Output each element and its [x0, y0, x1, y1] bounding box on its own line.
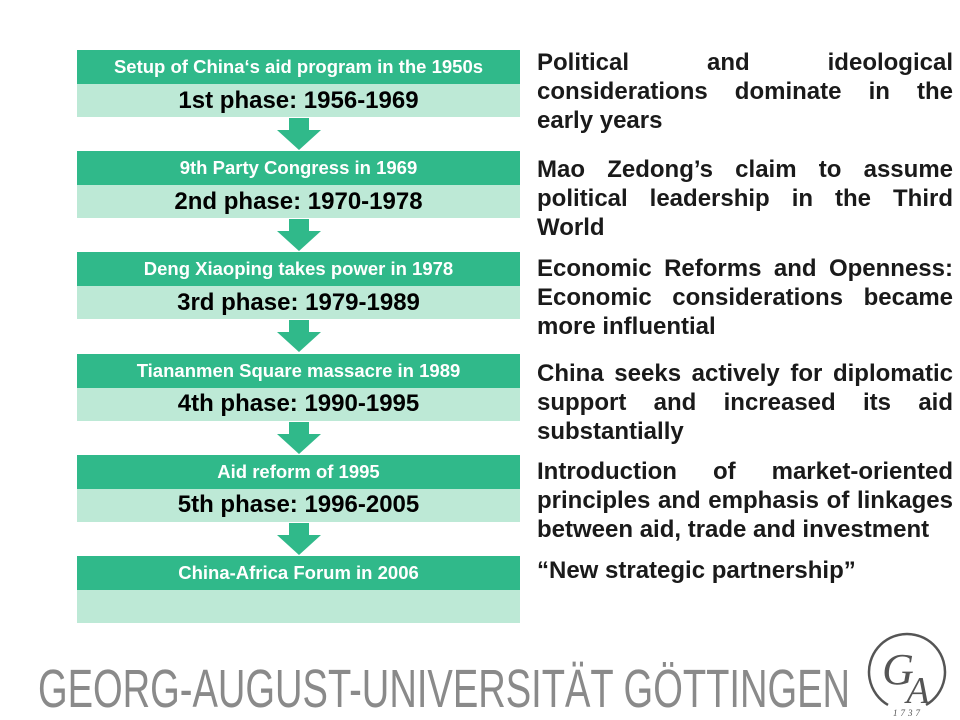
note-line: “New strategic partnership” [537, 556, 856, 584]
note-line: Economic considerations became [537, 283, 953, 311]
note-line: principles and emphasis of linkages [537, 486, 953, 514]
phase-note-6: “New strategic partnership” [537, 556, 953, 585]
down-arrow-icon [77, 218, 520, 252]
phase-step-4: Tiananmen Square massacre in 1989 4th ph… [77, 353, 520, 421]
down-arrow-icon [77, 117, 520, 151]
phase-period-empty [77, 589, 520, 623]
phase-step-5: Aid reform of 1995 5th phase: 1996-2005 [77, 454, 520, 522]
phase-note-2: Mao Zedong’s claim to assume political l… [537, 155, 953, 242]
seal-year: 1737 [893, 708, 923, 718]
down-arrow-icon [77, 421, 520, 455]
phase-event-header: China-Africa Forum in 2006 [77, 555, 520, 590]
phase-note-3: Economic Reforms and Openness: Economic … [537, 254, 953, 341]
note-line: Introduction of market-oriented [537, 457, 953, 485]
phase-period: 3rd phase: 1979-1989 [77, 286, 520, 320]
note-line: between aid, trade and investment [537, 515, 930, 543]
seal-letter-a: A [903, 670, 930, 712]
down-arrow-icon [77, 522, 520, 556]
phase-note-5: Introduction of market-oriented principl… [537, 457, 953, 544]
note-line: China seeks actively for diplomatic [537, 359, 953, 387]
phase-flowchart: Setup of China‘s aid program in the 1950… [77, 50, 520, 623]
down-arrow-graphic [276, 320, 321, 353]
university-seal-icon: G A 1737 [867, 632, 947, 718]
down-arrow-shape [276, 421, 321, 454]
phase-period: 2nd phase: 1970-1978 [77, 185, 520, 219]
note-line: considerations dominate in the [537, 77, 953, 105]
note-line: Political and ideological [537, 48, 953, 76]
phase-step-2: 9th Party Congress in 1969 2nd phase: 19… [77, 151, 520, 219]
phase-event-header: Aid reform of 1995 [77, 454, 520, 489]
phase-note-1: Political and ideological considerations… [537, 48, 953, 135]
note-line: Mao Zedong’s claim to assume [537, 155, 953, 183]
down-arrow-shape [276, 219, 321, 252]
university-wordmark: GEORG-AUGUST-UNIVERSITÄT GÖTTINGEN [38, 659, 850, 716]
phase-step-1: Setup of China‘s aid program in the 1950… [77, 50, 520, 117]
down-arrow-graphic [276, 118, 321, 150]
down-arrow-graphic [276, 522, 321, 555]
phase-period: 5th phase: 1996-2005 [77, 488, 520, 522]
down-arrow-graphic [276, 219, 321, 252]
note-line: political leadership in the Third [537, 184, 953, 212]
down-arrow-shape [276, 320, 321, 353]
phase-step-6: China-Africa Forum in 2006 [77, 555, 520, 623]
note-line: support and increased its aid [537, 388, 953, 416]
phase-period: 4th phase: 1990-1995 [77, 387, 520, 421]
university-name: GEORG-AUGUST-UNIVERSITÄT GÖTTINGEN [38, 659, 850, 716]
seal-letter-g: G [882, 645, 914, 694]
note-line: World [537, 213, 605, 241]
phase-step-3: Deng Xiaoping takes power in 1978 3rd ph… [77, 252, 520, 320]
down-arrow-shape [276, 118, 321, 150]
down-arrow-graphic [276, 421, 321, 454]
phase-event-header: Deng Xiaoping takes power in 1978 [77, 252, 520, 287]
note-line: substantially [537, 417, 684, 445]
phase-event-header: Tiananmen Square massacre in 1989 [77, 353, 520, 388]
phase-note-4: China seeks actively for diplomatic supp… [537, 359, 953, 446]
seal-ring [867, 632, 947, 706]
down-arrow-shape [276, 522, 321, 555]
down-arrow-icon [77, 319, 520, 353]
note-line: Economic Reforms and Openness: [537, 254, 953, 282]
note-line: early years [537, 106, 663, 134]
phase-period: 1st phase: 1956-1969 [77, 84, 520, 117]
phase-event-header: Setup of China‘s aid program in the 1950… [77, 50, 520, 84]
note-line: more influential [537, 312, 716, 340]
phase-event-header: 9th Party Congress in 1969 [77, 151, 520, 186]
